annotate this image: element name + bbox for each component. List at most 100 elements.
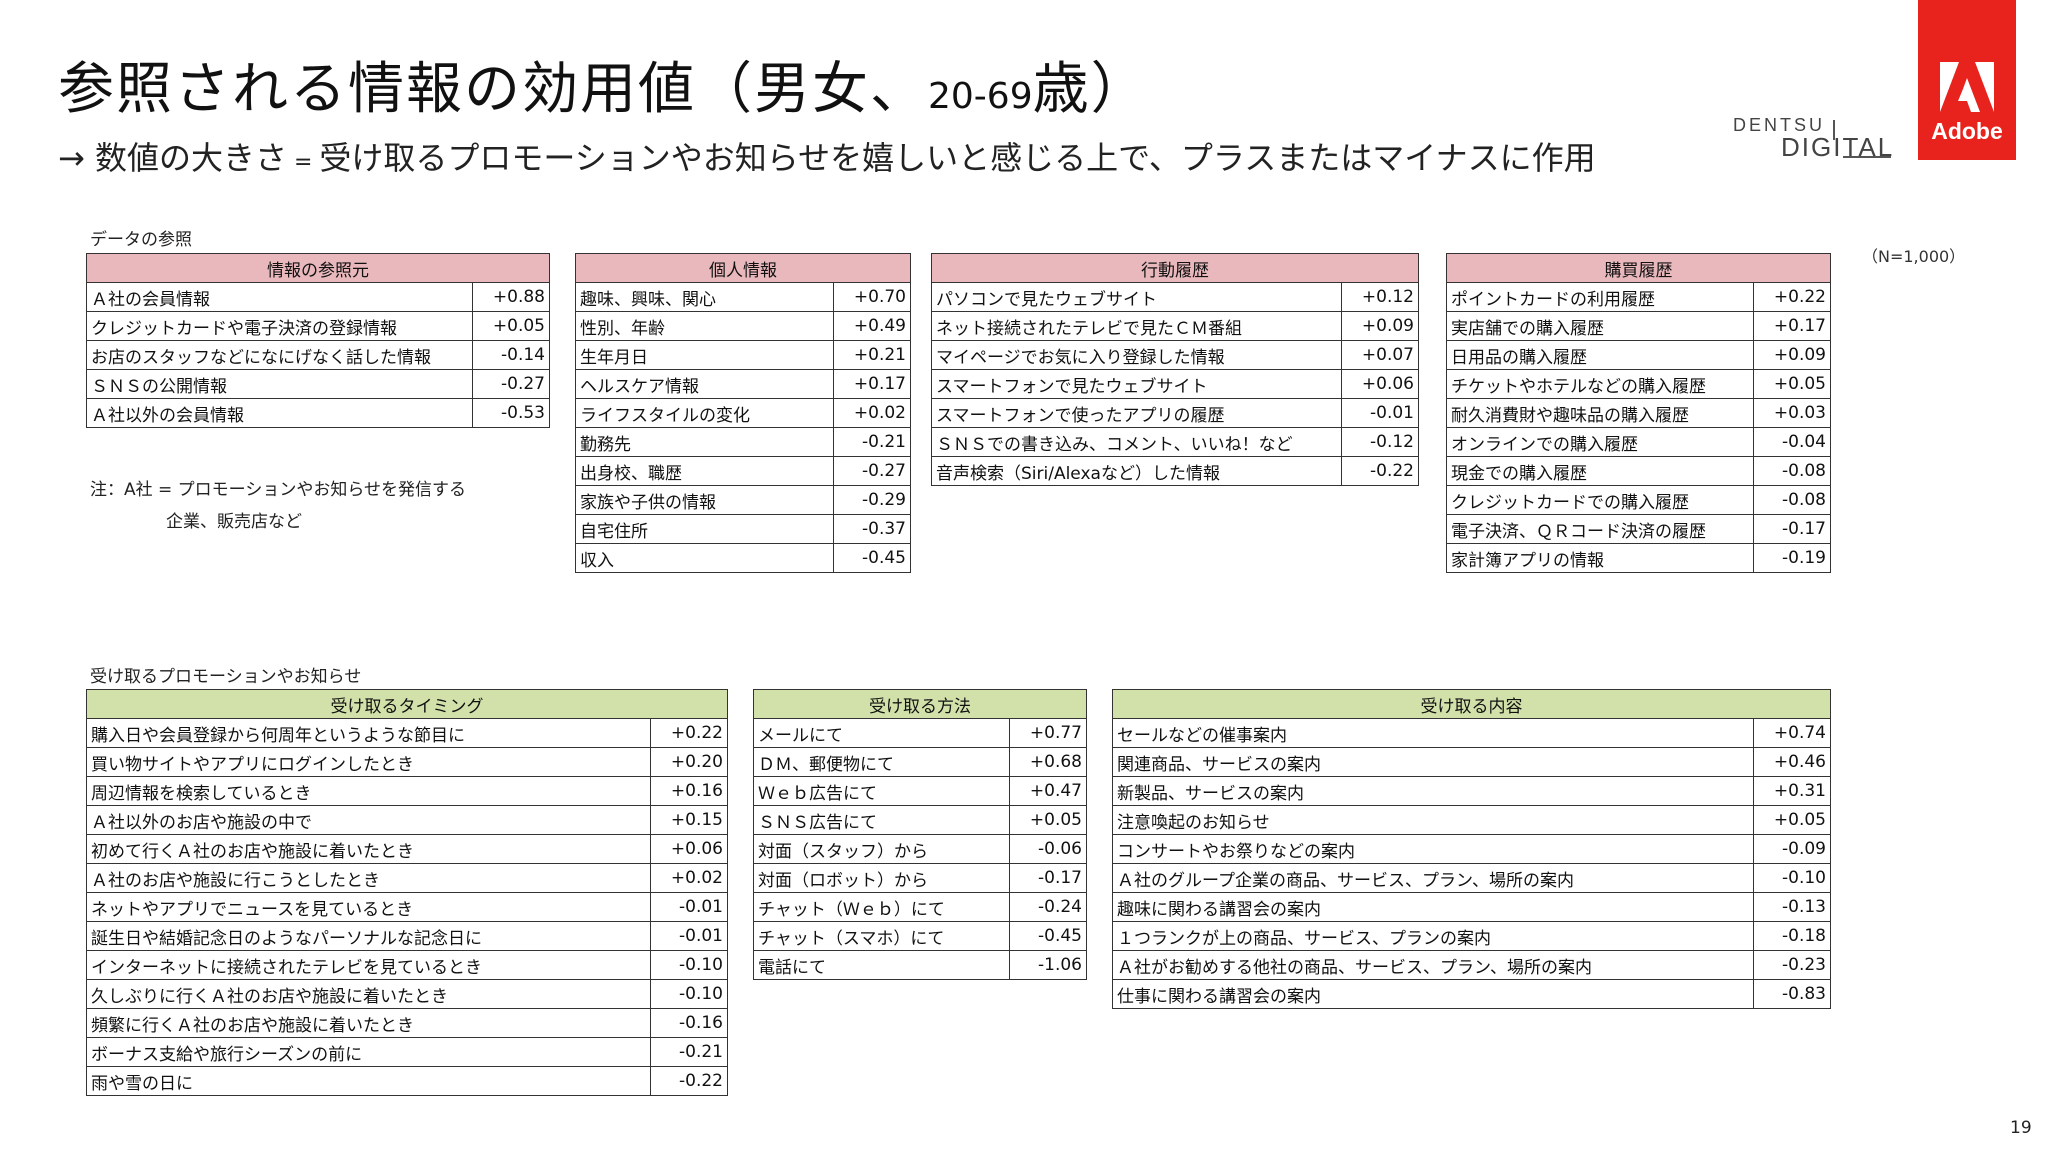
row-value: -0.14 — [472, 340, 550, 370]
table-header: 情報の参照元 — [86, 253, 550, 283]
row-label: ＳＮＳでの書き込み、コメント、いいね！など — [931, 427, 1342, 457]
table-header: 受け取る方法 — [753, 689, 1087, 719]
table-header: 個人情報 — [575, 253, 911, 283]
table-row: 周辺情報を検索しているとき +0.16 — [86, 776, 728, 806]
table-row: 趣味に関わる講習会の案内 -0.13 — [1112, 892, 1831, 922]
row-value: -0.21 — [650, 1037, 728, 1067]
row-label: 初めて行くＡ社のお店や施設に着いたとき — [86, 834, 651, 864]
table-row: 注意喚起のお知らせ +0.05 — [1112, 805, 1831, 835]
row-label: スマートフォンで見たウェブサイト — [931, 369, 1342, 399]
row-value: +0.17 — [833, 369, 911, 399]
row-value: +0.47 — [1009, 776, 1087, 806]
table-row: 初めて行くＡ社のお店や施設に着いたとき +0.06 — [86, 834, 728, 864]
row-value: -0.01 — [650, 921, 728, 951]
table-row: 頻繁に行くＡ社のお店や施設に着いたとき -0.16 — [86, 1008, 728, 1038]
row-label: Ｗｅｂ広告にて — [753, 776, 1010, 806]
row-label: ＤＭ、郵便物にて — [753, 747, 1010, 777]
row-label: お店のスタッフなどになにげなく話した情報 — [86, 340, 473, 370]
subtitle-text-b: 受け取るプロモーションやお知らせを嬉しいと感じる上で、プラスまたはマイナスに作用 — [319, 139, 1596, 177]
row-label: スマートフォンで使ったアプリの履歴 — [931, 398, 1342, 428]
dentsu-logo-bar — [1833, 120, 1835, 140]
row-label: クレジットカードでの購入履歴 — [1446, 485, 1754, 515]
dentsu-logo-underline — [1843, 156, 1891, 158]
row-value: +0.03 — [1753, 398, 1831, 428]
row-label: 仕事に関わる講習会の案内 — [1112, 979, 1754, 1009]
table-row: クレジットカードや電子決済の登録情報 +0.05 — [86, 311, 550, 341]
table-row: パソコンで見たウェブサイト +0.12 — [931, 282, 1419, 312]
table-row: Ａ社のグループ企業の商品、サービス、プラン、場所の案内 -0.10 — [1112, 863, 1831, 893]
note: 注：A社 = プロモーションやお知らせを発信する 企業、販売店など — [90, 474, 466, 538]
row-value: +0.07 — [1341, 340, 1419, 370]
table-row: マイページでお気に入り登録した情報 +0.07 — [931, 340, 1419, 370]
row-label: 頻繁に行くＡ社のお店や施設に着いたとき — [86, 1008, 651, 1038]
row-value: -0.53 — [472, 398, 550, 428]
table-row: お店のスタッフなどになにげなく話した情報 -0.14 — [86, 340, 550, 370]
row-value: -0.10 — [650, 950, 728, 980]
row-label: 新製品、サービスの案内 — [1112, 776, 1754, 806]
row-value: +0.22 — [650, 718, 728, 748]
row-label: 勤務先 — [575, 427, 834, 457]
row-value: +0.17 — [1753, 311, 1831, 341]
table-behavior-history: 行動履歴 パソコンで見たウェブサイト +0.12 ネット接続されたテレビで見たＣＭ… — [931, 253, 1419, 486]
subtitle-text-a: 数値の大きさ — [84, 139, 287, 177]
row-label: 購入日や会員登録から何周年というような節目に — [86, 718, 651, 748]
table-row: コンサートやお祭りなどの案内 -0.09 — [1112, 834, 1831, 864]
table-row: Ａ社がお勧めする他社の商品、サービス、プラン、場所の案内 -0.23 — [1112, 950, 1831, 980]
row-label: 久しぶりに行くＡ社のお店や施設に着いたとき — [86, 979, 651, 1009]
row-label: 出身校、職歴 — [575, 456, 834, 486]
row-value: -0.06 — [1009, 834, 1087, 864]
row-label: チャット（Ｗｅｂ）にて — [753, 892, 1010, 922]
row-label: Ａ社以外のお店や施設の中で — [86, 805, 651, 835]
row-value: -0.10 — [1753, 863, 1831, 893]
arrow-right-icon: → — [58, 139, 85, 177]
sample-size-label: （N=1,000） — [1862, 247, 1966, 266]
table-row: 電子決済、ＱＲコード決済の履歴 -0.17 — [1446, 514, 1831, 544]
row-value: +0.09 — [1341, 311, 1419, 341]
row-label: パソコンで見たウェブサイト — [931, 282, 1342, 312]
table-row: 日用品の購入履歴 +0.09 — [1446, 340, 1831, 370]
row-label: 生年月日 — [575, 340, 834, 370]
table-header: 購買履歴 — [1446, 253, 1831, 283]
table-row: オンラインでの購入履歴 -0.04 — [1446, 427, 1831, 457]
table-row: 趣味、興味、関心 +0.70 — [575, 282, 911, 312]
row-value: -0.10 — [650, 979, 728, 1009]
table-row: １つランクが上の商品、サービス、プランの案内 -0.18 — [1112, 921, 1831, 951]
table-row: 家族や子供の情報 -0.29 — [575, 485, 911, 515]
table-row: 対面（スタッフ）から -0.06 — [753, 834, 1087, 864]
table-row: ボーナス支給や旅行シーズンの前に -0.21 — [86, 1037, 728, 1067]
table-row: 仕事に関わる講習会の案内 -0.83 — [1112, 979, 1831, 1009]
row-value: +0.02 — [650, 863, 728, 893]
row-value: -0.19 — [1753, 543, 1831, 573]
row-value: +0.88 — [472, 282, 550, 312]
table-row: ライフスタイルの変化 +0.02 — [575, 398, 911, 428]
row-label: 性別、年齢 — [575, 311, 834, 341]
row-value: -0.13 — [1753, 892, 1831, 922]
table-row: 収入 -0.45 — [575, 543, 911, 573]
row-value: +0.16 — [650, 776, 728, 806]
row-value: -0.04 — [1753, 427, 1831, 457]
row-value: -0.08 — [1753, 485, 1831, 515]
table-row: ＤＭ、郵便物にて +0.68 — [753, 747, 1087, 777]
row-value: +0.05 — [1753, 805, 1831, 835]
row-label: インターネットに接続されたテレビを見ているとき — [86, 950, 651, 980]
title-age-range: 20-69 — [928, 76, 1033, 117]
row-label: 音声検索（Siri/Alexaなど）した情報 — [931, 456, 1342, 486]
section-label-data-reference: データの参照 — [90, 230, 192, 250]
table-row: チケットやホテルなどの購入履歴 +0.05 — [1446, 369, 1831, 399]
row-label: ヘルスケア情報 — [575, 369, 834, 399]
row-label: １つランクが上の商品、サービス、プランの案内 — [1112, 921, 1754, 951]
adobe-logo: Adobe — [1918, 0, 2016, 160]
row-value: -0.22 — [1341, 456, 1419, 486]
table-row: Ａ社の会員情報 +0.88 — [86, 282, 550, 312]
dentsu-logo-top: DENTSU — [1733, 115, 1826, 135]
row-value: -0.21 — [833, 427, 911, 457]
row-value: -0.01 — [1341, 398, 1419, 428]
row-value: -0.29 — [833, 485, 911, 515]
row-label: 実店舗での購入履歴 — [1446, 311, 1754, 341]
row-label: 収入 — [575, 543, 834, 573]
subtitle-equals: = — [287, 150, 320, 175]
row-label: 買い物サイトやアプリにログインしたとき — [86, 747, 651, 777]
row-label: 電話にて — [753, 950, 1010, 980]
row-label: チャット（スマホ）にて — [753, 921, 1010, 951]
table-row: 雨や雪の日に -0.22 — [86, 1066, 728, 1096]
